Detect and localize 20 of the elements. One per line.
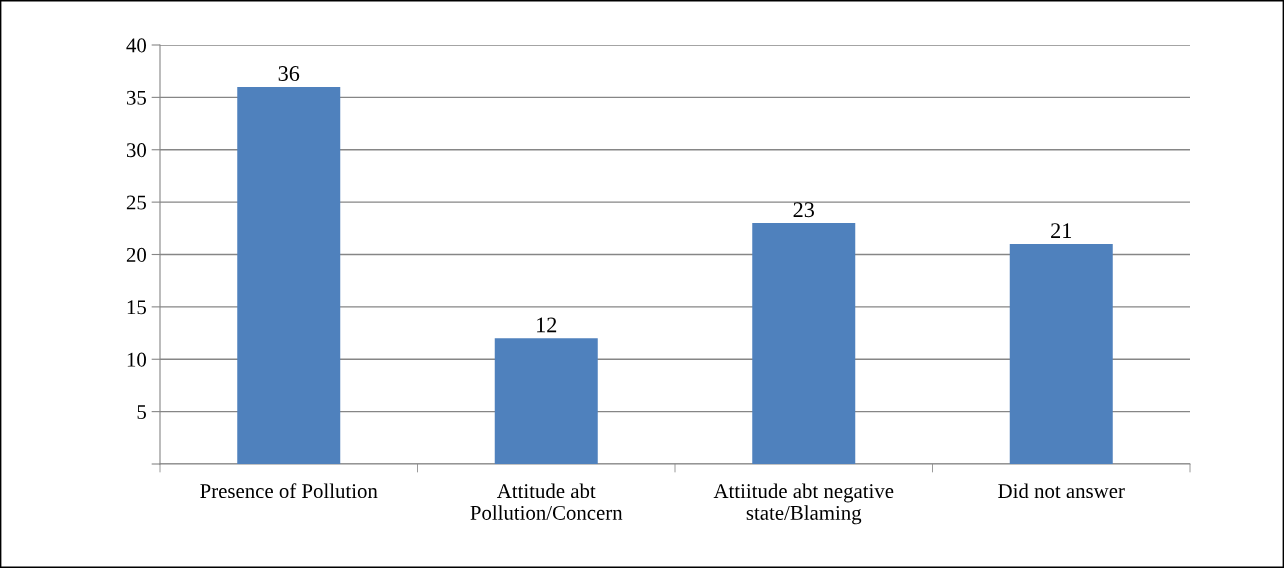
x-tick-label: Attiitude abt negative state/Blaming <box>713 483 894 525</box>
y-tick-label: 15 <box>127 300 146 315</box>
data-label: 21 <box>1051 223 1072 238</box>
bar <box>752 223 856 464</box>
x-tick-label: Attitude abt Pollution/Concern <box>470 483 623 520</box>
y-tick-label: 40 <box>126 38 147 53</box>
y-tick-label: 5 <box>137 405 146 420</box>
x-tick-label: Presence of Pollution <box>200 483 378 499</box>
bar <box>1009 244 1113 464</box>
y-tick-label: 10 <box>127 352 147 367</box>
data-label: 36 <box>278 66 300 81</box>
data-label: 23 <box>793 202 814 218</box>
y-tick-label: 30 <box>126 143 147 158</box>
y-tick-label: 25 <box>126 195 146 210</box>
data-label: 12 <box>537 317 557 333</box>
y-tick-label: 35 <box>126 90 146 105</box>
x-tick-label: Did not answer <box>998 483 1125 499</box>
bar <box>237 86 341 464</box>
bar <box>494 338 598 464</box>
y-tick-label: 20 <box>126 247 147 262</box>
